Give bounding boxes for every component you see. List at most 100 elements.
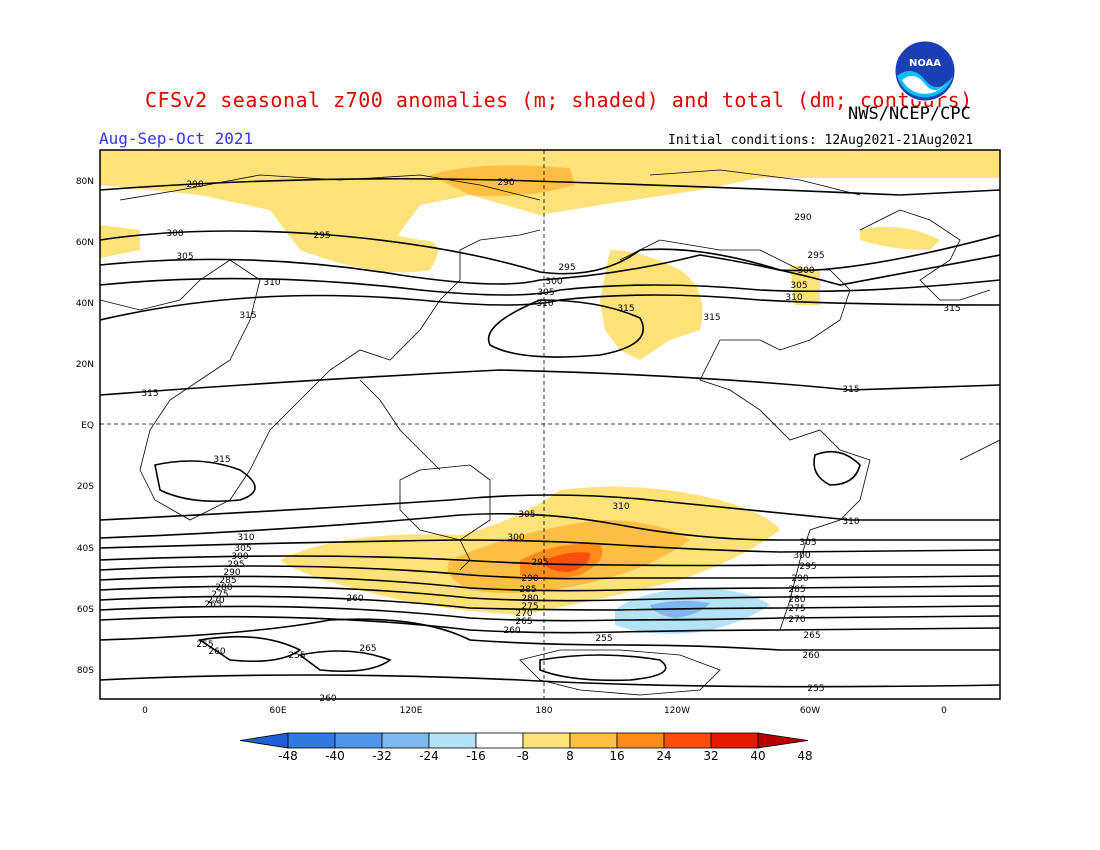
contour-280-south — [100, 585, 1000, 602]
contour-label: 290 — [521, 574, 538, 584]
contour-label: 270 — [788, 615, 805, 625]
colorbar-swatch — [334, 732, 383, 749]
contour-label: 305 — [790, 281, 807, 291]
anomaly-positive-south — [280, 486, 780, 615]
contour-label: 260 — [208, 647, 225, 657]
colorbar-swatch — [710, 732, 759, 749]
contour-label: 315 — [842, 385, 859, 395]
contour-label: 310 — [237, 533, 254, 543]
contour-label: 285 — [219, 576, 236, 586]
lon-label: 0 — [142, 706, 148, 716]
anomaly-atlantic-ne — [860, 226, 940, 250]
contour-315-tropics — [100, 369, 1000, 396]
contour-305-south — [100, 512, 1000, 541]
contour-label: 295 — [313, 231, 330, 241]
contour-label: 315 — [703, 313, 720, 323]
contour-label: 300 — [507, 533, 524, 543]
lat-label: 60S — [77, 605, 94, 615]
lon-label: 60W — [800, 706, 820, 716]
contour-label: 270 — [515, 609, 532, 619]
colorbar: -48 -40 -32 -24 -16 -8 8 16 24 32 40 48 — [239, 732, 813, 763]
anomaly-north-pacific — [600, 250, 703, 360]
lat-axis: 80N 60N 40N 20N EQ 20S 40S 60S 80S — [76, 177, 94, 676]
contour-295-south — [100, 555, 1000, 567]
contour-290-south — [100, 565, 1000, 580]
lat-label: 60N — [76, 238, 94, 248]
contour-label: 305 — [176, 252, 193, 262]
noaa-logo-icon: NOAA — [894, 40, 956, 102]
contour-300-south — [100, 539, 1000, 553]
colorbar-tick-label: -24 — [419, 749, 439, 763]
lat-label: 20N — [76, 360, 94, 370]
anomaly-16-south — [447, 520, 690, 594]
contour-305-north — [100, 277, 1000, 296]
contour-label: 260 — [319, 694, 336, 704]
colorbar-swatch — [287, 732, 336, 749]
contour-label: 265 — [515, 617, 532, 627]
contour-295-north — [100, 230, 1000, 275]
contour-label: 260 — [346, 594, 363, 604]
contour-label: 315 — [213, 455, 230, 465]
contour-label: 295 — [799, 562, 816, 572]
lat-label: 40S — [77, 544, 94, 554]
contour-label: 315 — [943, 304, 960, 314]
colorbar-swatch — [428, 732, 477, 749]
contour-label: 275 — [211, 590, 228, 600]
contour-label: 300 — [545, 277, 562, 287]
colorbar-swatch — [616, 732, 665, 749]
contour-label: 260 — [503, 626, 520, 636]
anomaly-negative-core — [650, 600, 710, 618]
lat-label: 20S — [77, 482, 94, 492]
contour-label: 310 — [536, 299, 553, 309]
contour-label: 290 — [794, 213, 811, 223]
lon-axis: 0 60E 120E 180 120W 60W 0 — [142, 706, 947, 716]
contour-label: 315 — [239, 311, 256, 321]
contour-255-a — [197, 635, 302, 663]
colorbar-arrow-left — [239, 732, 289, 749]
contour-label: 310 — [263, 278, 280, 288]
colorbar-tick-label: -8 — [517, 749, 529, 763]
lat-label: 40N — [76, 299, 94, 309]
lon-label: 120E — [400, 706, 423, 716]
logo-text: NOAA — [909, 58, 941, 69]
contour-label: 265 — [803, 631, 820, 641]
contour-label: 290 — [497, 178, 514, 188]
contour-label: 255 — [595, 634, 612, 644]
lat-label: 80N — [76, 177, 94, 187]
map-frame — [99, 149, 1001, 700]
contour-label: 285 — [519, 585, 536, 595]
contour-315-pacific — [487, 299, 645, 358]
contour-lines — [100, 177, 1000, 688]
contour-300-north — [100, 254, 1000, 286]
contour-265-south — [100, 615, 1000, 634]
lon-label: 180 — [535, 706, 552, 716]
colorbar-swatch — [475, 732, 524, 749]
anomaly-24-south — [520, 544, 603, 579]
agency-label: NWS/NCEP/CPC — [848, 104, 971, 124]
contour-label: 285 — [788, 585, 805, 595]
anomaly-16-arctic — [430, 165, 575, 197]
contour-labels: 290 300 305 295 310 315 315 315 290 295 … — [141, 178, 960, 704]
contour-label: 295 — [227, 560, 244, 570]
lat-label: 80S — [77, 666, 94, 676]
contour-label: 265 — [359, 644, 376, 654]
anomaly-positive-north — [100, 150, 1000, 260]
lon-label: 60E — [269, 706, 286, 716]
contour-label: 275 — [521, 602, 538, 612]
contour-label: 290 — [223, 568, 240, 578]
map-title: CFSv2 seasonal z700 anomalies (m; shaded… — [145, 88, 973, 112]
anomaly-32-south — [545, 552, 591, 572]
contour-label: 315 — [617, 304, 634, 314]
contour-label: 260 — [802, 651, 819, 661]
colorbar-tick-label: 24 — [656, 749, 671, 763]
contour-label: 300 — [166, 229, 183, 239]
contour-label: 305 — [234, 544, 251, 554]
forecast-period: Aug-Sep-Oct 2021 — [99, 129, 254, 148]
contour-label: 300 — [797, 266, 814, 276]
reference-lines — [100, 150, 1000, 699]
lon-label: 120W — [664, 706, 690, 716]
colorbar-swatch — [663, 732, 712, 749]
anomaly-us-east — [790, 265, 820, 305]
contour-310-north — [100, 294, 1000, 321]
